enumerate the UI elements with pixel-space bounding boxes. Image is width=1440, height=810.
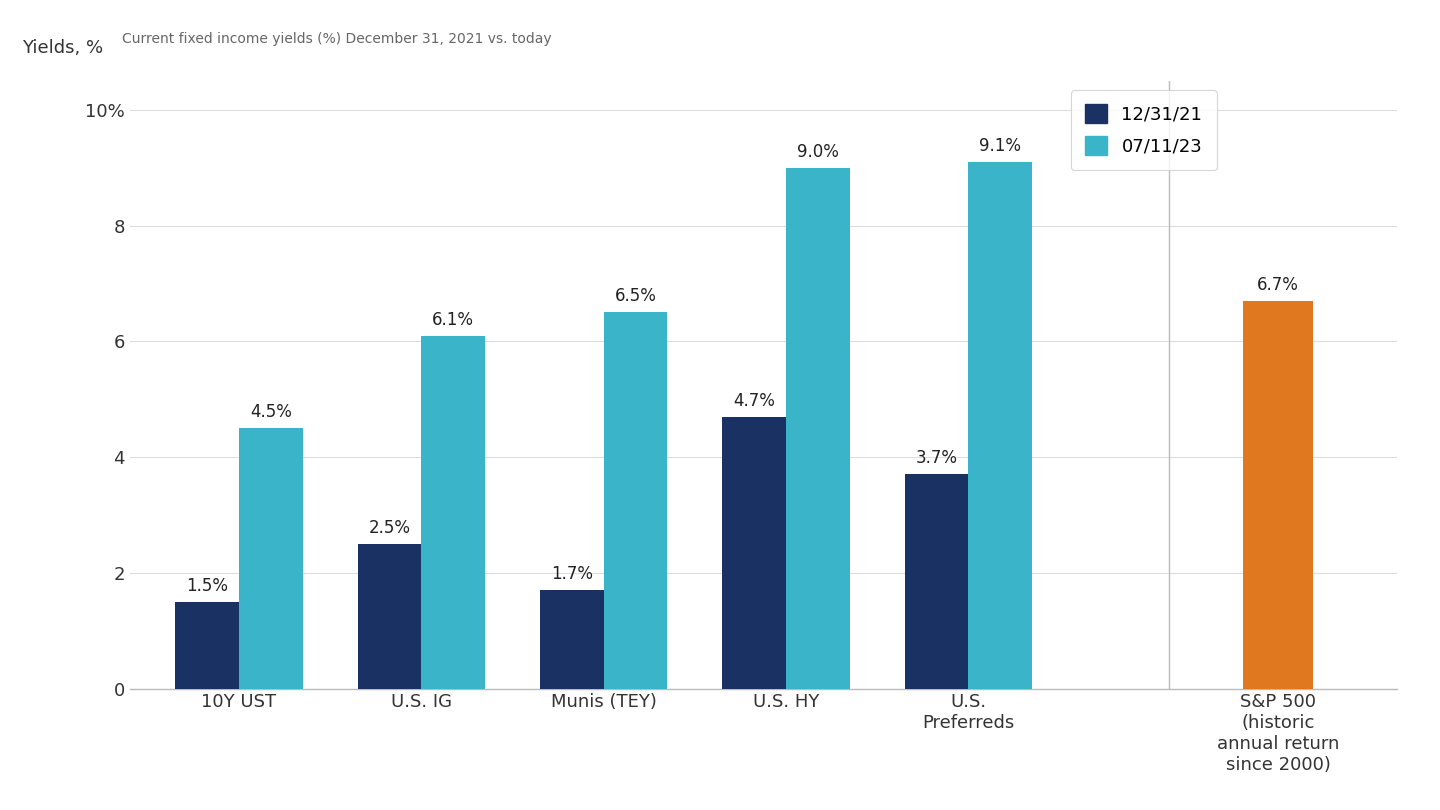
Bar	[968, 162, 1032, 688]
Text: 1.5%: 1.5%	[186, 577, 228, 595]
Legend: 12/31/21, 07/11/23: 12/31/21, 07/11/23	[1071, 90, 1217, 170]
Bar	[603, 313, 668, 688]
Text: 3.7%: 3.7%	[916, 450, 958, 467]
Text: 6.7%: 6.7%	[1257, 276, 1299, 294]
Text: Yields, %: Yields, %	[22, 39, 104, 57]
Bar	[422, 335, 485, 688]
Bar	[904, 475, 968, 688]
Text: 2.5%: 2.5%	[369, 519, 410, 537]
Bar	[723, 416, 786, 688]
Bar	[786, 168, 850, 688]
Text: Current fixed income yields (%) December 31, 2021 vs. today: Current fixed income yields (%) December…	[122, 32, 552, 46]
Text: 1.7%: 1.7%	[550, 565, 593, 583]
Bar	[1243, 301, 1313, 688]
Bar	[176, 602, 239, 688]
Text: 4.5%: 4.5%	[251, 403, 292, 421]
Bar	[239, 428, 302, 688]
Text: 6.5%: 6.5%	[615, 288, 657, 305]
Text: 6.1%: 6.1%	[432, 310, 474, 329]
Text: 9.0%: 9.0%	[796, 143, 840, 161]
Text: 4.7%: 4.7%	[733, 391, 775, 410]
Bar	[540, 590, 603, 688]
Bar	[357, 544, 422, 688]
Text: 9.1%: 9.1%	[979, 137, 1021, 155]
